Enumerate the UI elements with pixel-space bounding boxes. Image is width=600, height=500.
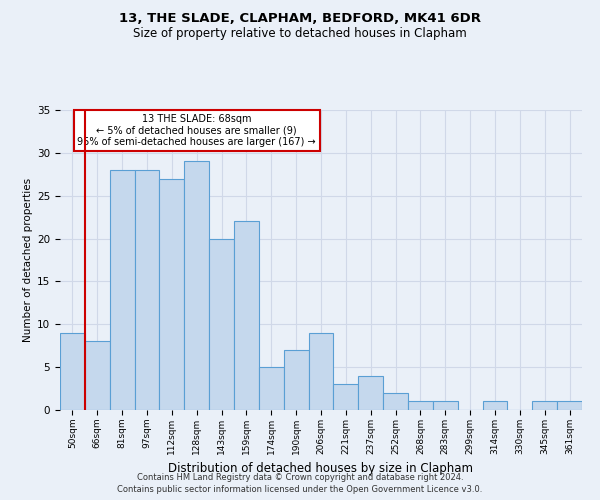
X-axis label: Distribution of detached houses by size in Clapham: Distribution of detached houses by size … [169,462,473,475]
Bar [209,238,234,410]
Bar [284,350,308,410]
Bar [308,333,334,410]
Text: Size of property relative to detached houses in Clapham: Size of property relative to detached ho… [133,28,467,40]
Bar [160,178,184,410]
Bar [184,162,209,410]
Bar [134,170,160,410]
Bar [482,402,508,410]
Bar [334,384,358,410]
Bar [60,333,85,410]
Bar [110,170,134,410]
Bar [532,402,557,410]
Bar [383,393,408,410]
Text: 13, THE SLADE, CLAPHAM, BEDFORD, MK41 6DR: 13, THE SLADE, CLAPHAM, BEDFORD, MK41 6D… [119,12,481,26]
Bar [259,367,284,410]
Bar [408,402,433,410]
Y-axis label: Number of detached properties: Number of detached properties [23,178,33,342]
Bar [433,402,458,410]
Bar [85,342,110,410]
Text: 13 THE SLADE: 68sqm
← 5% of detached houses are smaller (9)
95% of semi-detached: 13 THE SLADE: 68sqm ← 5% of detached hou… [77,114,316,148]
Bar [358,376,383,410]
Bar [557,402,582,410]
Text: Contains HM Land Registry data © Crown copyright and database right 2024.: Contains HM Land Registry data © Crown c… [137,472,463,482]
Bar [234,222,259,410]
Text: Contains public sector information licensed under the Open Government Licence v3: Contains public sector information licen… [118,485,482,494]
